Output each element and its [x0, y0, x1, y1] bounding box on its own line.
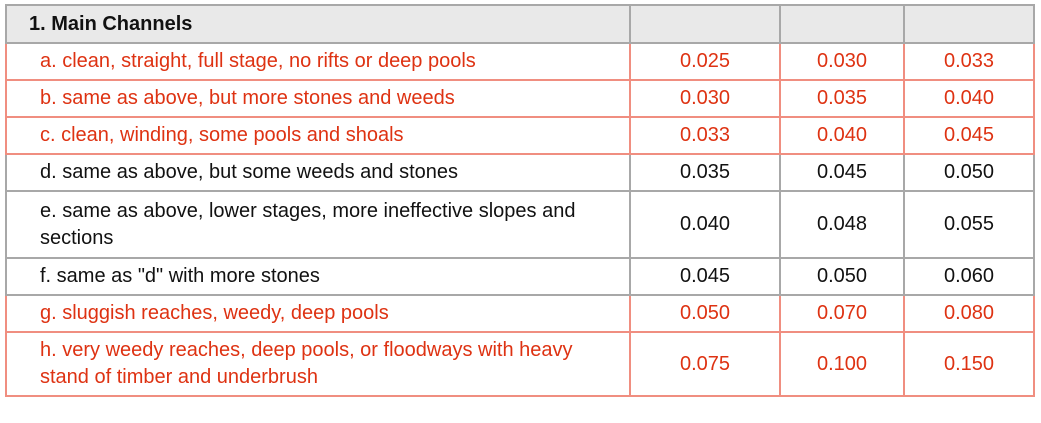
row-description: g. sluggish reaches, weedy, deep pools [5, 294, 631, 333]
table-container: 1. Main Channels a. clean, straight, ful… [5, 4, 1035, 397]
value-cell-2: 0.100 [779, 331, 905, 397]
value-cell-1: 0.033 [629, 116, 781, 155]
table-row: a. clean, straight, full stage, no rifts… [5, 42, 1035, 81]
table-row: f. same as "d" with more stones 0.045 0.… [5, 257, 1035, 296]
value-cell-1: 0.035 [629, 153, 781, 192]
value-cell-1: 0.045 [629, 257, 781, 296]
table-row: g. sluggish reaches, weedy, deep pools 0… [5, 294, 1035, 333]
row-description: e. same as above, lower stages, more ine… [5, 190, 631, 259]
header-cell [779, 4, 905, 44]
section-header-row: 1. Main Channels [5, 4, 1035, 44]
value-cell-2: 0.040 [779, 116, 905, 155]
table-row: c. clean, winding, some pools and shoals… [5, 116, 1035, 155]
section-title: 1. Main Channels [5, 4, 631, 44]
value-cell-3: 0.045 [903, 116, 1035, 155]
row-description: h. very weedy reaches, deep pools, or fl… [5, 331, 631, 397]
value-cell-2: 0.050 [779, 257, 905, 296]
value-cell-1: 0.025 [629, 42, 781, 81]
value-cell-1: 0.050 [629, 294, 781, 333]
row-description: d. same as above, but some weeds and sto… [5, 153, 631, 192]
table-row: e. same as above, lower stages, more ine… [5, 190, 1035, 259]
value-cell-2: 0.048 [779, 190, 905, 259]
row-description: c. clean, winding, some pools and shoals [5, 116, 631, 155]
value-cell-3: 0.040 [903, 79, 1035, 118]
value-cell-1: 0.040 [629, 190, 781, 259]
header-cell [903, 4, 1035, 44]
value-cell-2: 0.035 [779, 79, 905, 118]
roughness-table: 1. Main Channels a. clean, straight, ful… [5, 4, 1035, 397]
header-cell [629, 4, 781, 44]
row-description: b. same as above, but more stones and we… [5, 79, 631, 118]
value-cell-3: 0.080 [903, 294, 1035, 333]
value-cell-1: 0.030 [629, 79, 781, 118]
value-cell-2: 0.030 [779, 42, 905, 81]
value-cell-3: 0.060 [903, 257, 1035, 296]
row-description: a. clean, straight, full stage, no rifts… [5, 42, 631, 81]
value-cell-3: 0.033 [903, 42, 1035, 81]
value-cell-1: 0.075 [629, 331, 781, 397]
value-cell-3: 0.150 [903, 331, 1035, 397]
value-cell-2: 0.070 [779, 294, 905, 333]
value-cell-3: 0.050 [903, 153, 1035, 192]
table-row: h. very weedy reaches, deep pools, or fl… [5, 331, 1035, 397]
value-cell-3: 0.055 [903, 190, 1035, 259]
row-description: f. same as "d" with more stones [5, 257, 631, 296]
value-cell-2: 0.045 [779, 153, 905, 192]
table-row: b. same as above, but more stones and we… [5, 79, 1035, 118]
table-row: d. same as above, but some weeds and sto… [5, 153, 1035, 192]
